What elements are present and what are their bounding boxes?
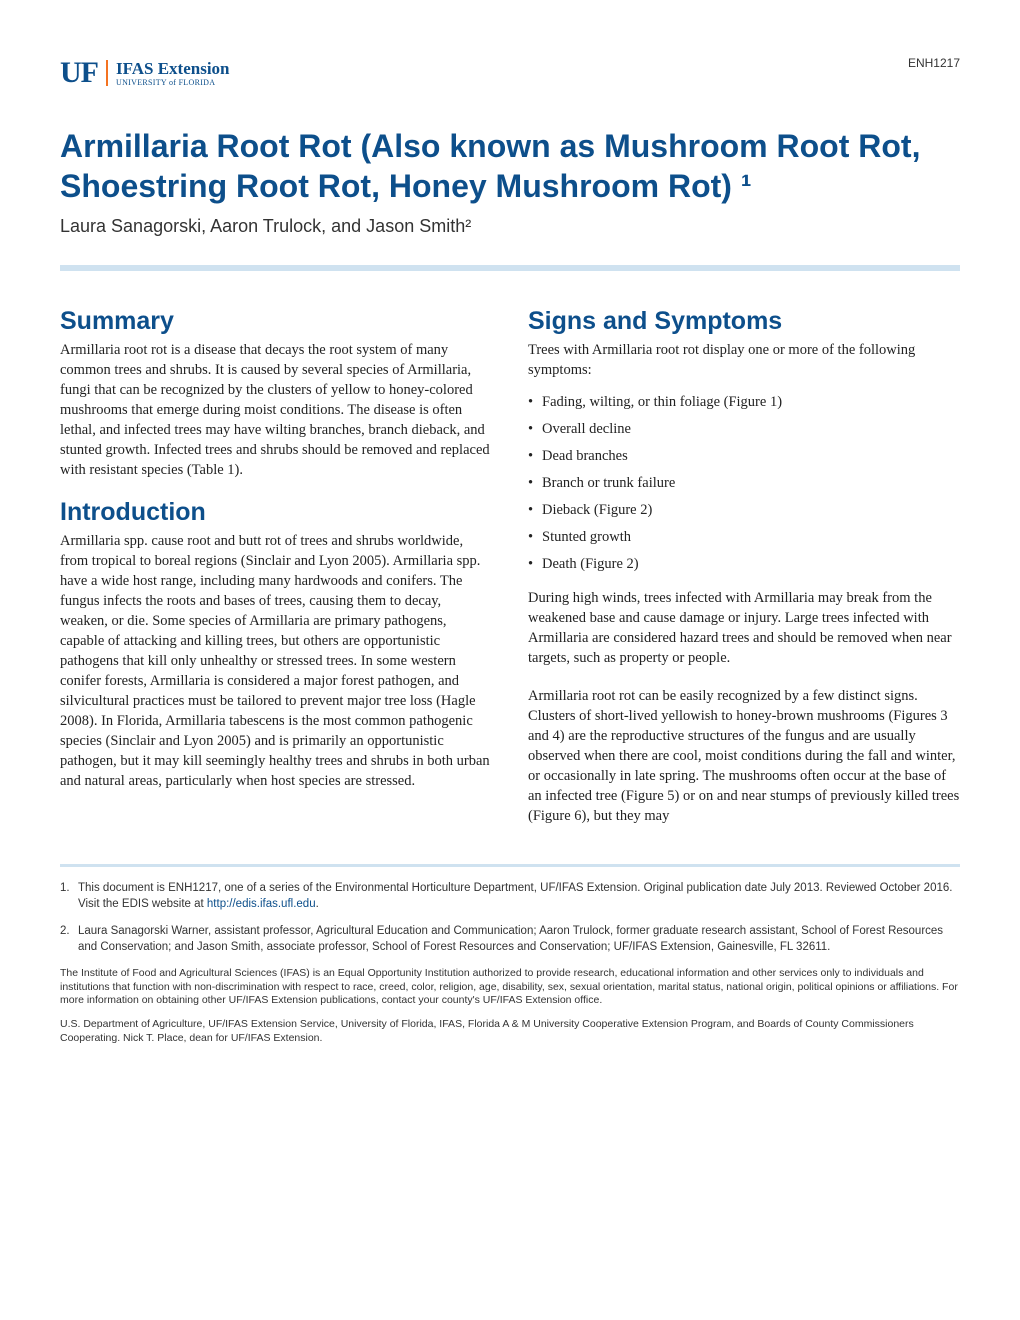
edis-link[interactable]: http://edis.ifas.ufl.edu: [207, 898, 316, 910]
page-title: Armillaria Root Rot (Also known as Mushr…: [60, 126, 960, 206]
list-item: Fading, wilting, or thin foliage (Figure…: [528, 392, 960, 412]
logo-divider: [106, 60, 108, 86]
introduction-text: Armillaria spp. cause root and butt rot …: [60, 531, 492, 791]
footnote-number: 2.: [60, 924, 78, 955]
title-separator: [60, 265, 960, 271]
fine-print-2: U.S. Department of Agriculture, UF/IFAS …: [60, 1018, 960, 1045]
footnote-separator: [60, 864, 960, 867]
footnote-text: This document is ENH1217, one of a serie…: [78, 881, 960, 912]
header: UF IFAS Extension UNIVERSITY of FLORIDA …: [60, 56, 960, 90]
list-item: Branch or trunk failure: [528, 473, 960, 493]
document-id: ENH1217: [908, 56, 960, 70]
summary-heading: Summary: [60, 307, 492, 336]
introduction-heading: Introduction: [60, 498, 492, 527]
symptoms-list: Fading, wilting, or thin foliage (Figure…: [528, 392, 960, 574]
list-item: Dieback (Figure 2): [528, 500, 960, 520]
authors: Laura Sanagorski, Aaron Trulock, and Jas…: [60, 216, 960, 237]
signs-intro: Trees with Armillaria root rot display o…: [528, 340, 960, 380]
signs-p3: Armillaria root rot can be easily recogn…: [528, 686, 960, 826]
signs-p2: During high winds, trees infected with A…: [528, 588, 960, 668]
fn1-suffix: .: [316, 898, 319, 910]
footnote-text: Laura Sanagorski Warner, assistant profe…: [78, 924, 960, 955]
right-column: Signs and Symptoms Trees with Armillaria…: [528, 307, 960, 844]
footnote-number: 1.: [60, 881, 78, 912]
fine-print-1: The Institute of Food and Agricultural S…: [60, 967, 960, 1008]
list-item: Dead branches: [528, 446, 960, 466]
logo-ifas: IFAS Extension: [116, 60, 230, 77]
left-column: Summary Armillaria root rot is a disease…: [60, 307, 492, 844]
list-item: Death (Figure 2): [528, 554, 960, 574]
logo: UF IFAS Extension UNIVERSITY of FLORIDA: [60, 56, 230, 90]
summary-text: Armillaria root rot is a disease that de…: [60, 340, 492, 480]
footnote-2: 2. Laura Sanagorski Warner, assistant pr…: [60, 924, 960, 955]
footnote-1: 1. This document is ENH1217, one of a se…: [60, 881, 960, 912]
footnotes: 1. This document is ENH1217, one of a se…: [60, 881, 960, 955]
content-columns: Summary Armillaria root rot is a disease…: [60, 307, 960, 844]
logo-text: IFAS Extension UNIVERSITY of FLORIDA: [116, 60, 230, 87]
logo-uf: UF: [60, 56, 98, 90]
list-item: Overall decline: [528, 419, 960, 439]
logo-univ: UNIVERSITY of FLORIDA: [116, 78, 230, 87]
list-item: Stunted growth: [528, 527, 960, 547]
signs-heading: Signs and Symptoms: [528, 307, 960, 336]
